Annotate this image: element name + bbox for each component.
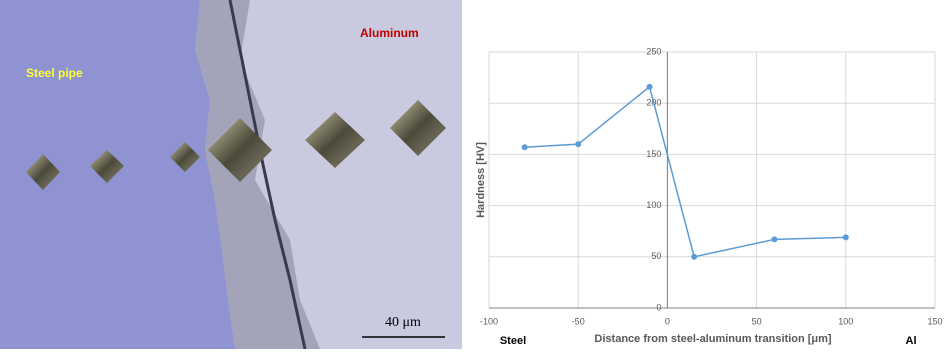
y-tick-label: 150 <box>646 149 661 159</box>
data-point <box>647 84 653 90</box>
x-axis-title: Distance from steel-aluminum transition … <box>594 333 831 345</box>
x-tick-label: 0 <box>665 316 670 326</box>
y-axis-title: Hardness [HV] <box>475 142 487 218</box>
annotation: Steel <box>500 335 526 347</box>
micrograph: Steel pipe Aluminum 40 μm <box>0 0 462 349</box>
y-tick-label: 0 <box>656 302 661 312</box>
x-tick-label: -50 <box>572 316 585 326</box>
y-tick-label: 100 <box>646 200 661 210</box>
data-point <box>843 234 849 240</box>
y-tick-label: 50 <box>651 251 661 261</box>
y-tick-label: 250 <box>646 46 661 56</box>
steel-label: Steel pipe <box>26 66 83 80</box>
data-point <box>575 141 581 147</box>
data-point <box>691 254 697 260</box>
x-tick-label: 50 <box>752 316 762 326</box>
page: Steel pipe Aluminum 40 μm -100 -50 0 50 100 1… <box>0 0 947 354</box>
scale-label: 40 μm <box>385 315 421 330</box>
x-tick-label: 100 <box>838 316 853 326</box>
data-point <box>522 144 528 150</box>
data-point <box>771 236 777 242</box>
annotation: Al <box>906 335 917 347</box>
data-line <box>525 87 846 257</box>
aluminum-label: Aluminum <box>360 26 419 40</box>
x-tick-label: 150 <box>927 316 942 326</box>
x-tick-label: -100 <box>480 316 498 326</box>
figure: Steel pipe Aluminum 40 μm -100 -50 0 50 100 1… <box>0 0 947 349</box>
